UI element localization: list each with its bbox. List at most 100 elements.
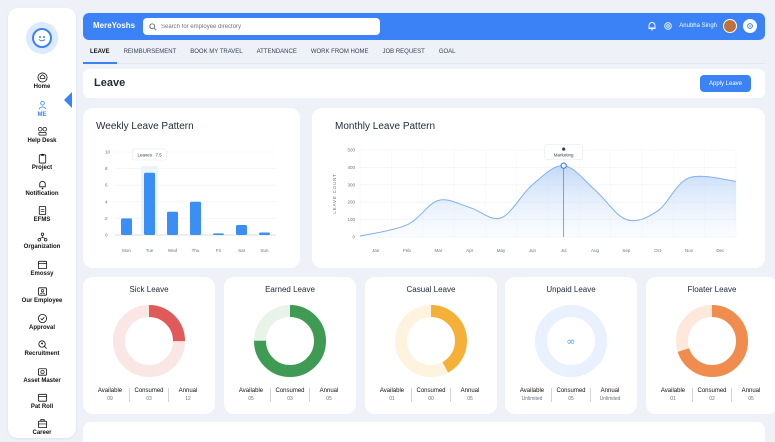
search-bar[interactable] xyxy=(143,18,380,35)
weekly-chart-title: Weekly Leave Pattern xyxy=(96,121,194,132)
tab-job-request[interactable]: JOB REQUEST xyxy=(382,49,425,55)
stat-consumed: Consumed 00 xyxy=(411,388,450,402)
sidebar-item-label: Approval xyxy=(28,325,55,331)
bell-icon[interactable] xyxy=(647,21,657,31)
leave-stats: Available 09 Consumed 03 Annual 12 xyxy=(83,388,215,402)
sidebar-item-label: Organization xyxy=(23,244,61,250)
stat-value: 03 xyxy=(146,396,152,402)
cog-icon xyxy=(747,23,753,29)
stat-value: 03 xyxy=(287,396,293,402)
sidebar-item-label: Help Desk xyxy=(27,138,57,144)
weekly-chart-card: Weekly Leave Pattern 0 2 4 6 8 10 Mon Tue Wed Thu… xyxy=(83,108,300,268)
stat-consumed: Consumed 02 xyxy=(692,388,731,402)
sidebar-item-efms[interactable]: EFMS xyxy=(8,205,76,223)
sidebar-collapse-toggle[interactable] xyxy=(64,92,72,108)
camera-icon xyxy=(37,368,47,376)
search-input[interactable] xyxy=(161,23,361,30)
bar-thu[interactable] xyxy=(190,201,201,235)
sidebar-item-me[interactable]: ME xyxy=(8,100,76,118)
settings-circle-button[interactable] xyxy=(743,19,757,33)
sidebar-item-notification[interactable]: Notification xyxy=(8,179,76,197)
y-tick-label: 500 xyxy=(347,148,355,153)
bar-sun[interactable] xyxy=(259,232,270,235)
leave-card-floater-leave[interactable]: Floater Leave Available 01 Consumed 02 Annual… xyxy=(646,277,775,414)
bar-mon[interactable] xyxy=(121,218,132,235)
sidebar-item-label: Pat Roll xyxy=(30,404,54,410)
tab-book-my-travel[interactable]: BOOK MY TRAVEL xyxy=(190,49,243,55)
x-tick-label: Jan xyxy=(372,248,380,253)
stat-label: Available xyxy=(379,388,405,394)
stat-available: Available 01 xyxy=(654,388,692,402)
bar-tooltip xyxy=(132,148,167,161)
stat-available: Available 05 xyxy=(232,388,270,402)
sidebar-item-recruitment[interactable]: Recruitment xyxy=(8,339,76,357)
stat-consumed: Consumed 03 xyxy=(129,388,168,402)
leave-donut-chart xyxy=(395,305,467,377)
sidebar-item-home[interactable]: Home xyxy=(8,72,76,90)
gear-icon[interactable] xyxy=(663,21,673,31)
leave-card-sick-leave[interactable]: Sick Leave Available 09 Consumed 03 Annual 12 xyxy=(83,277,215,414)
x-tick-label: Nov xyxy=(685,248,694,253)
y-tick-label: 300 xyxy=(347,182,355,187)
user-name[interactable]: Anubha Singh xyxy=(679,23,717,29)
area-tooltip xyxy=(544,144,583,160)
stat-value: Unlimited xyxy=(599,396,621,402)
sidebar-item-asset-master[interactable]: Asset Master xyxy=(8,366,76,384)
tab-attendance[interactable]: ATTENDANCE xyxy=(256,49,297,55)
stat-annual: Annual 12 xyxy=(168,388,207,402)
wallet-icon xyxy=(37,393,47,402)
bar-tue[interactable] xyxy=(144,172,155,235)
sidebar-item-approval[interactable]: Approval xyxy=(8,313,76,331)
area-fill xyxy=(360,165,736,237)
tab-work-from-home[interactable]: WORK FROM HOME xyxy=(310,49,369,55)
x-tick-label: Mar xyxy=(434,248,442,253)
bar-sat[interactable] xyxy=(236,225,247,235)
stat-value: 05 xyxy=(748,396,754,402)
stat-value: 12 xyxy=(185,396,191,402)
leave-card-title: Sick Leave xyxy=(129,285,169,294)
sidebar-item-career[interactable]: Career xyxy=(8,418,76,436)
donut-consumed-arc xyxy=(395,305,467,377)
y-axis-label: LEAVE COUNT xyxy=(332,173,337,213)
marker-point[interactable] xyxy=(560,162,567,169)
tab-leave[interactable]: LEAVE xyxy=(83,46,117,64)
x-tick-label: Aug xyxy=(591,248,600,253)
sidebar-item-label: Career xyxy=(32,430,52,436)
x-tick-label: Jun xyxy=(529,248,537,253)
sidebar-item-emossy[interactable]: Emossy xyxy=(8,259,76,277)
organization-icon xyxy=(37,232,47,242)
bottom-panel xyxy=(83,422,765,442)
sidebar-item-project[interactable]: Project xyxy=(8,153,76,171)
stat-label: Consumed xyxy=(275,388,305,394)
donut-consumed-arc xyxy=(676,305,748,377)
sidebar-item-organization[interactable]: Organization xyxy=(8,232,76,250)
x-tick-label: Feb xyxy=(403,248,411,253)
sidebar-item-help-desk[interactable]: Help Desk xyxy=(8,126,76,144)
weekly-bar-chart: 0 2 4 6 8 10 Mon Tue Wed Thu Fri Sat Sun Leaves 7.5 xyxy=(105,148,276,253)
brand-name: MereYoshs xyxy=(93,21,136,30)
stat-label: Consumed xyxy=(556,388,586,394)
area-line xyxy=(359,165,737,237)
leave-card-earned-leave[interactable]: Earned Leave Available 05 Consumed 03 Annual 0… xyxy=(224,277,356,414)
bar-wed[interactable] xyxy=(167,211,178,235)
tab-reimbursement[interactable]: REIMBURSEMENT xyxy=(123,49,177,55)
sidebar-item-our-employee[interactable]: Our Employee xyxy=(8,286,76,304)
tab-goal[interactable]: GOAL xyxy=(438,49,456,55)
apply-leave-button[interactable]: Apply Leave xyxy=(700,75,751,92)
x-tick-label: Jul xyxy=(561,248,567,253)
monthly-area-chart: 0 100 200 300 400 500 Jan Feb Mar Apr May Jun Jul Aug… xyxy=(332,144,737,253)
sidebar-item-pat-roll[interactable]: Pat Roll xyxy=(8,392,76,410)
donut-consumed-arc xyxy=(113,305,185,377)
stat-value: 05 xyxy=(326,396,332,402)
search-person-icon xyxy=(37,340,47,349)
bar-fri[interactable] xyxy=(213,233,224,235)
stat-label: Consumed xyxy=(134,388,164,394)
leave-card-casual-leave[interactable]: Casual Leave Available 01 Consumed 00 Annual 0… xyxy=(365,277,497,414)
app-logo[interactable] xyxy=(26,22,58,54)
avatar[interactable] xyxy=(723,19,737,33)
stat-available: Available Unlimited xyxy=(513,388,551,402)
leave-card-unpaid-leave[interactable]: Unpaid Leave ∞ Available Unlimited Consumed 0… xyxy=(505,277,637,414)
clipboard-icon xyxy=(38,153,46,164)
x-tick-label: Sun xyxy=(260,248,269,253)
sidebar-item-label: Our Employee xyxy=(21,298,63,304)
